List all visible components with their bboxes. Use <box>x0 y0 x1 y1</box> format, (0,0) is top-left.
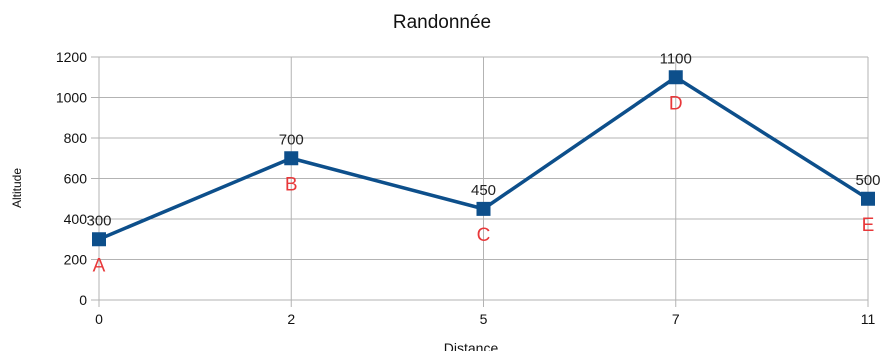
data-label: 300 <box>86 212 111 229</box>
x-tick-label: 7 <box>672 311 680 327</box>
data-label: 450 <box>471 182 496 199</box>
x-tick-label: 5 <box>480 311 488 327</box>
x-tick-label: 2 <box>287 311 295 327</box>
data-point-marker <box>476 201 491 216</box>
point-label: D <box>669 93 683 114</box>
point-label: A <box>93 255 106 276</box>
data-point-marker <box>861 191 875 206</box>
y-tick-label: 400 <box>64 211 88 227</box>
y-tick-label: 600 <box>64 171 88 187</box>
x-axis-ticks: 0 2 5 7 11 <box>95 311 875 327</box>
data-label: 500 <box>855 172 880 189</box>
data-point-marker <box>668 70 683 85</box>
data-label: 700 <box>279 131 304 148</box>
y-tick-label: 800 <box>64 130 88 146</box>
y-tick-label: 0 <box>79 292 87 308</box>
data-point-marker <box>92 232 106 247</box>
y-tick-label: 200 <box>64 252 88 268</box>
x-tick-label: 0 <box>95 311 103 327</box>
series-line: 300 A 700 B 450 C 1100 D 500 E <box>86 50 880 276</box>
gridlines <box>91 56 869 307</box>
y-axis-label: Altitude <box>10 168 24 208</box>
data-point-marker <box>284 151 299 166</box>
x-tick-label: 11 <box>861 311 876 327</box>
point-label: C <box>477 225 491 246</box>
y-tick-label: 1200 <box>56 49 87 65</box>
data-label: 1100 <box>660 50 692 67</box>
point-label: E <box>862 215 875 236</box>
point-label: B <box>285 174 298 195</box>
x-axis-label: Distance <box>444 340 499 351</box>
y-tick-label: 1000 <box>56 90 87 106</box>
y-axis-ticks: 0 200 400 600 800 1000 1200 <box>56 49 87 308</box>
chart-title: Randonnée <box>393 12 491 33</box>
